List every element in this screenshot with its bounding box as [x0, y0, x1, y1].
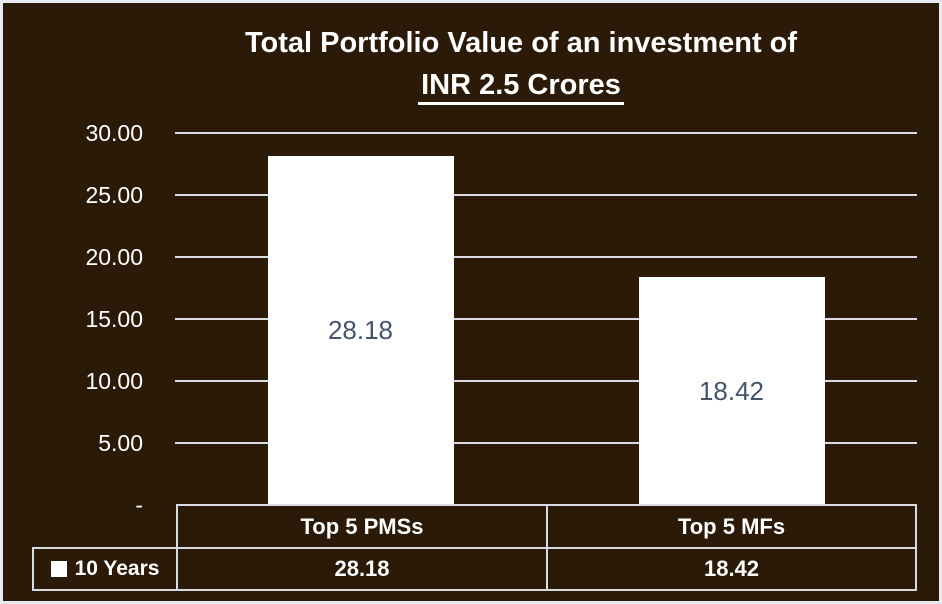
y-axis-tick-label: 25.00 [85, 182, 143, 208]
table-value-top-5-mfs: 18.42 [703, 556, 760, 581]
table-border-line [32, 589, 917, 591]
y-axis-tick-label: 5.00 [98, 430, 143, 456]
table-border-line [176, 504, 178, 591]
table-header-top-5-pmss: Top 5 PMSs [300, 513, 424, 539]
table-header-top-5-mfs: Top 5 MFs [677, 513, 786, 539]
gridline [175, 318, 917, 320]
table-value-top-5-pmss: 28.18 [334, 556, 390, 581]
gridline [175, 132, 917, 134]
gridline [175, 380, 917, 382]
y-axis-tick-label: 30.00 [85, 120, 143, 146]
table-border-line [546, 504, 548, 591]
y-axis-tick-label: - [135, 492, 143, 518]
table-border-line [915, 504, 917, 591]
bar-top-5-mfs [638, 276, 825, 505]
table-border-line [32, 547, 917, 549]
chart-title-line1: Total Portfolio Value of an investment o… [244, 27, 798, 59]
chart-title: Total Portfolio Value of an investment o… [100, 22, 942, 106]
y-axis-tick-label: 15.00 [85, 306, 143, 332]
bar-top-5-pmss [267, 155, 454, 505]
gridline [175, 442, 917, 444]
chart-title-underlined-text: INR 2.5 Crores [418, 69, 624, 105]
table-border-line [32, 547, 34, 591]
legend-label: 10 Years [74, 557, 160, 580]
legend-item-10-years: 10 Years [34, 549, 176, 589]
gridline [175, 256, 917, 258]
bar-value-label: 28.18 [327, 315, 394, 346]
legend-series-marker-icon [50, 561, 67, 577]
gridline [175, 194, 917, 196]
y-axis-tick-label: 10.00 [85, 368, 143, 394]
chart-title-line2: INR 2.5 Crores [100, 64, 942, 106]
bar-value-label: 18.42 [698, 375, 765, 406]
y-axis-tick-label: 20.00 [85, 244, 143, 270]
